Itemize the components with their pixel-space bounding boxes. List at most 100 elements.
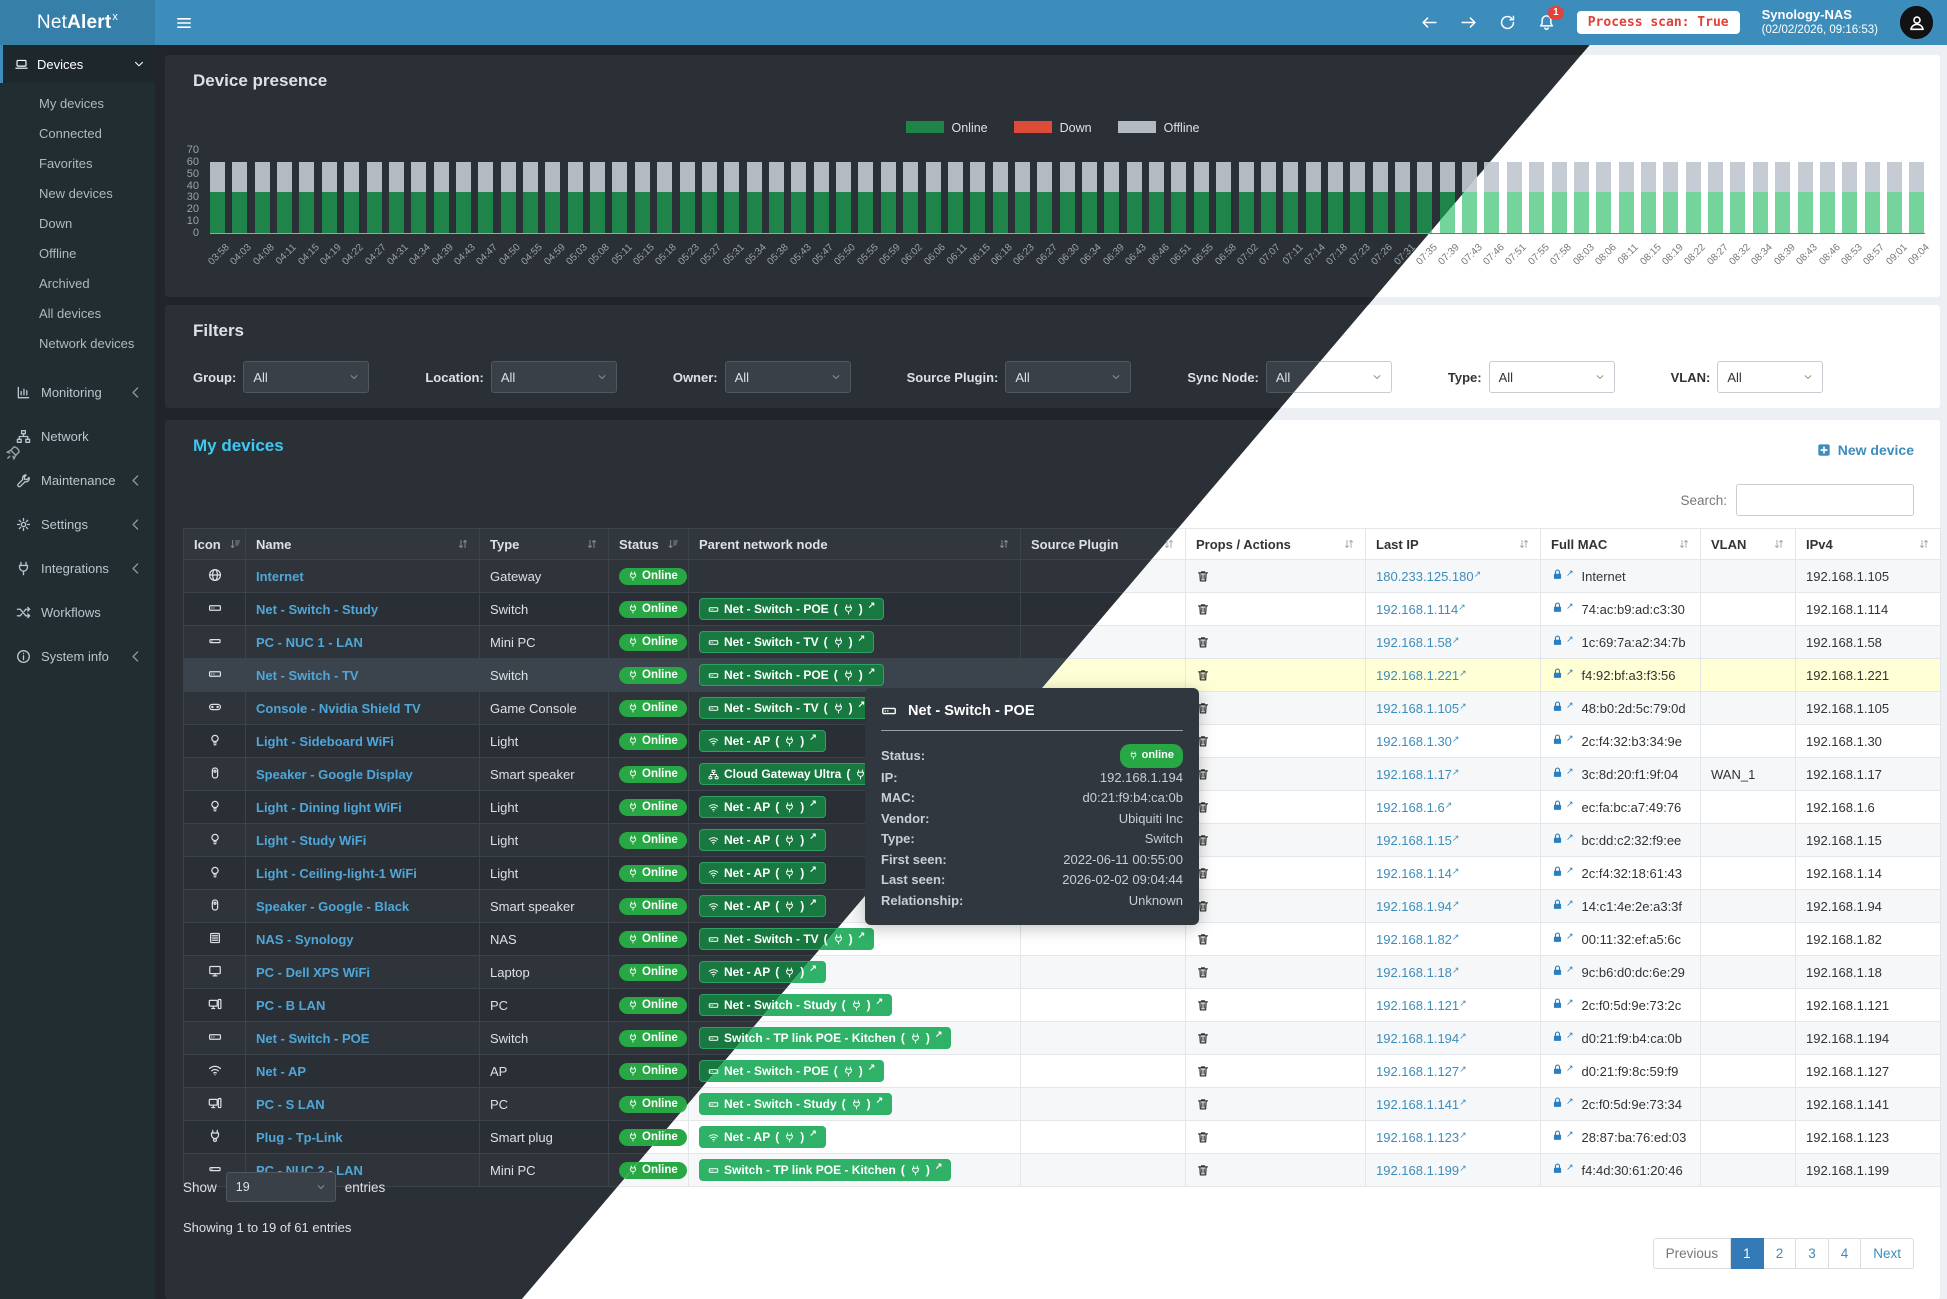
lock-icon[interactable] <box>1551 865 1564 878</box>
delete-device-button[interactable] <box>1196 569 1210 583</box>
status-badge[interactable]: Online <box>619 1095 687 1113</box>
status-badge[interactable]: Online <box>619 996 687 1014</box>
delete-device-button[interactable] <box>1196 701 1210 715</box>
lock-icon[interactable] <box>1551 601 1564 614</box>
sidebar-item-network[interactable]: Network <box>0 414 155 458</box>
delete-device-button[interactable] <box>1196 998 1210 1012</box>
nav-forward-button[interactable] <box>1460 14 1477 31</box>
lock-icon[interactable] <box>1551 1030 1564 1043</box>
device-name-link[interactable]: Speaker - Google - Black <box>256 898 410 914</box>
device-name-link[interactable]: Light - Study WiFi <box>256 832 367 848</box>
delete-device-button[interactable] <box>1196 734 1210 748</box>
page-button-4[interactable]: 4 <box>1828 1238 1862 1269</box>
lock-icon[interactable] <box>1551 766 1564 779</box>
column-header-full-mac[interactable]: Full MAC <box>1540 528 1701 560</box>
status-badge[interactable]: Online <box>619 600 687 618</box>
status-badge[interactable]: Online <box>619 732 687 750</box>
last-ip-link[interactable]: 192.168.1.30 <box>1376 733 1452 749</box>
sidebar-item-new-devices[interactable]: New devices <box>0 178 155 208</box>
device-name-link[interactable]: Console - Nvidia Shield TV <box>256 700 421 716</box>
parent-node-badge[interactable]: Net - Switch - POE () ↗ <box>699 664 885 686</box>
status-badge[interactable]: Online <box>619 765 687 783</box>
filter-select-group[interactable]: All <box>243 361 370 393</box>
page-button-2[interactable]: 2 <box>1763 1238 1797 1269</box>
delete-device-button[interactable] <box>1196 668 1210 682</box>
lock-icon[interactable] <box>1551 832 1564 845</box>
column-header-type[interactable]: Type <box>479 528 609 560</box>
delete-device-button[interactable] <box>1196 1097 1210 1111</box>
lock-icon[interactable] <box>1551 898 1564 911</box>
device-name-link[interactable]: Light - Dining light WiFi <box>256 799 402 815</box>
lock-icon[interactable] <box>1551 799 1564 812</box>
parent-node-badge[interactable]: Net - Switch - POE () ↗ <box>699 598 885 620</box>
device-name-link[interactable]: Speaker - Google Display <box>256 766 413 782</box>
lock-icon[interactable] <box>1551 1063 1564 1076</box>
device-name-link[interactable]: PC - Dell XPS WiFi <box>256 964 371 980</box>
filter-select-owner[interactable]: All <box>724 361 851 393</box>
parent-node-badge[interactable]: Net - AP () ↗ <box>699 796 826 818</box>
last-ip-link[interactable]: 192.168.1.14 <box>1376 865 1452 881</box>
filter-select-location[interactable]: All <box>490 361 617 393</box>
sidebar-item-connected[interactable]: Connected <box>0 118 155 148</box>
filter-select-vlan[interactable]: All <box>1717 361 1824 393</box>
parent-node-badge[interactable]: Cloud Gateway Ultra()↗ <box>699 763 897 785</box>
status-badge[interactable]: Online <box>619 633 687 651</box>
last-ip-link[interactable]: 192.168.1.121 <box>1376 997 1460 1013</box>
sidebar-item-maintenance[interactable]: Maintenance <box>0 458 155 502</box>
column-header-vlan[interactable]: VLAN <box>1700 528 1796 560</box>
lock-icon[interactable] <box>1551 667 1564 680</box>
delete-device-button[interactable] <box>1196 899 1210 913</box>
device-name-link[interactable]: PC - NUC 1 - LAN <box>256 634 363 650</box>
column-header-icon[interactable]: Icon <box>183 528 246 560</box>
last-ip-link[interactable]: 192.168.1.17 <box>1376 766 1452 782</box>
sidebar-item-devices[interactable]: Devices <box>0 45 155 83</box>
status-badge[interactable]: Online <box>619 798 687 816</box>
nav-back-button[interactable] <box>1421 14 1438 31</box>
device-name-link[interactable]: Net - Switch - POE <box>256 1030 370 1046</box>
lock-icon[interactable] <box>1551 634 1564 647</box>
device-name-link[interactable]: Light - Ceiling-light-1 WiFi <box>256 865 417 881</box>
sidebar-item-my-devices[interactable]: My devices <box>0 88 155 118</box>
lock-icon[interactable] <box>1551 997 1564 1010</box>
parent-node-badge[interactable]: Net - AP () ↗ <box>699 829 826 851</box>
parent-node-badge[interactable]: Net - Switch - TV () ↗ <box>699 697 875 719</box>
delete-device-button[interactable] <box>1196 800 1210 814</box>
page-button-3[interactable]: 3 <box>1796 1238 1829 1269</box>
parent-node-badge[interactable]: Net - AP () ↗ <box>699 730 826 752</box>
device-name-link[interactable]: NAS - Synology <box>256 931 354 947</box>
delete-device-button[interactable] <box>1196 767 1210 781</box>
parent-node-badge[interactable]: Net - Switch - POE () ↗ <box>699 1060 885 1082</box>
status-badge[interactable]: Online <box>619 1161 687 1179</box>
status-badge[interactable]: Online <box>619 897 687 915</box>
page-button-previous[interactable]: Previous <box>1652 1238 1732 1269</box>
last-ip-link[interactable]: 192.168.1.123 <box>1376 1129 1460 1145</box>
sidebar-item-all-devices[interactable]: All devices <box>0 298 155 328</box>
sidebar-item-offline[interactable]: Offline <box>0 238 155 268</box>
status-badge[interactable]: Online <box>619 1029 687 1047</box>
device-name-link[interactable]: Plug - Tp-Link <box>256 1129 343 1145</box>
sidebar-item-system-info[interactable]: System info <box>0 634 155 678</box>
column-header-last-ip[interactable]: Last IP <box>1365 528 1541 560</box>
parent-node-badge[interactable]: Net - AP () ↗ <box>699 961 826 983</box>
device-name-link[interactable]: Net - AP <box>256 1063 307 1079</box>
parent-node-badge[interactable]: Net - Switch - Study () ↗ <box>699 1093 893 1115</box>
page-button-next[interactable]: Next <box>1861 1238 1914 1269</box>
status-badge[interactable]: Online <box>619 699 687 717</box>
delete-device-button[interactable] <box>1196 1064 1210 1078</box>
status-badge[interactable]: Online <box>619 1062 687 1080</box>
status-badge[interactable]: Online <box>619 864 687 882</box>
lock-icon[interactable] <box>1551 1162 1564 1175</box>
column-header-name[interactable]: Name <box>245 528 480 560</box>
sidebar-item-monitoring[interactable]: Monitoring <box>0 370 155 414</box>
sidebar-item-archived[interactable]: Archived <box>0 268 155 298</box>
filter-select-source-plugin[interactable]: All <box>1005 361 1132 393</box>
sidebar-item-down[interactable]: Down <box>0 208 155 238</box>
column-header-props-actions[interactable]: Props / Actions <box>1185 528 1366 560</box>
new-device-button[interactable]: New device <box>1817 442 1914 458</box>
lock-icon[interactable] <box>1551 964 1564 977</box>
last-ip-link[interactable]: 192.168.1.82 <box>1376 931 1452 947</box>
delete-device-button[interactable] <box>1196 635 1210 649</box>
last-ip-link[interactable]: 192.168.1.199 <box>1376 1162 1460 1178</box>
